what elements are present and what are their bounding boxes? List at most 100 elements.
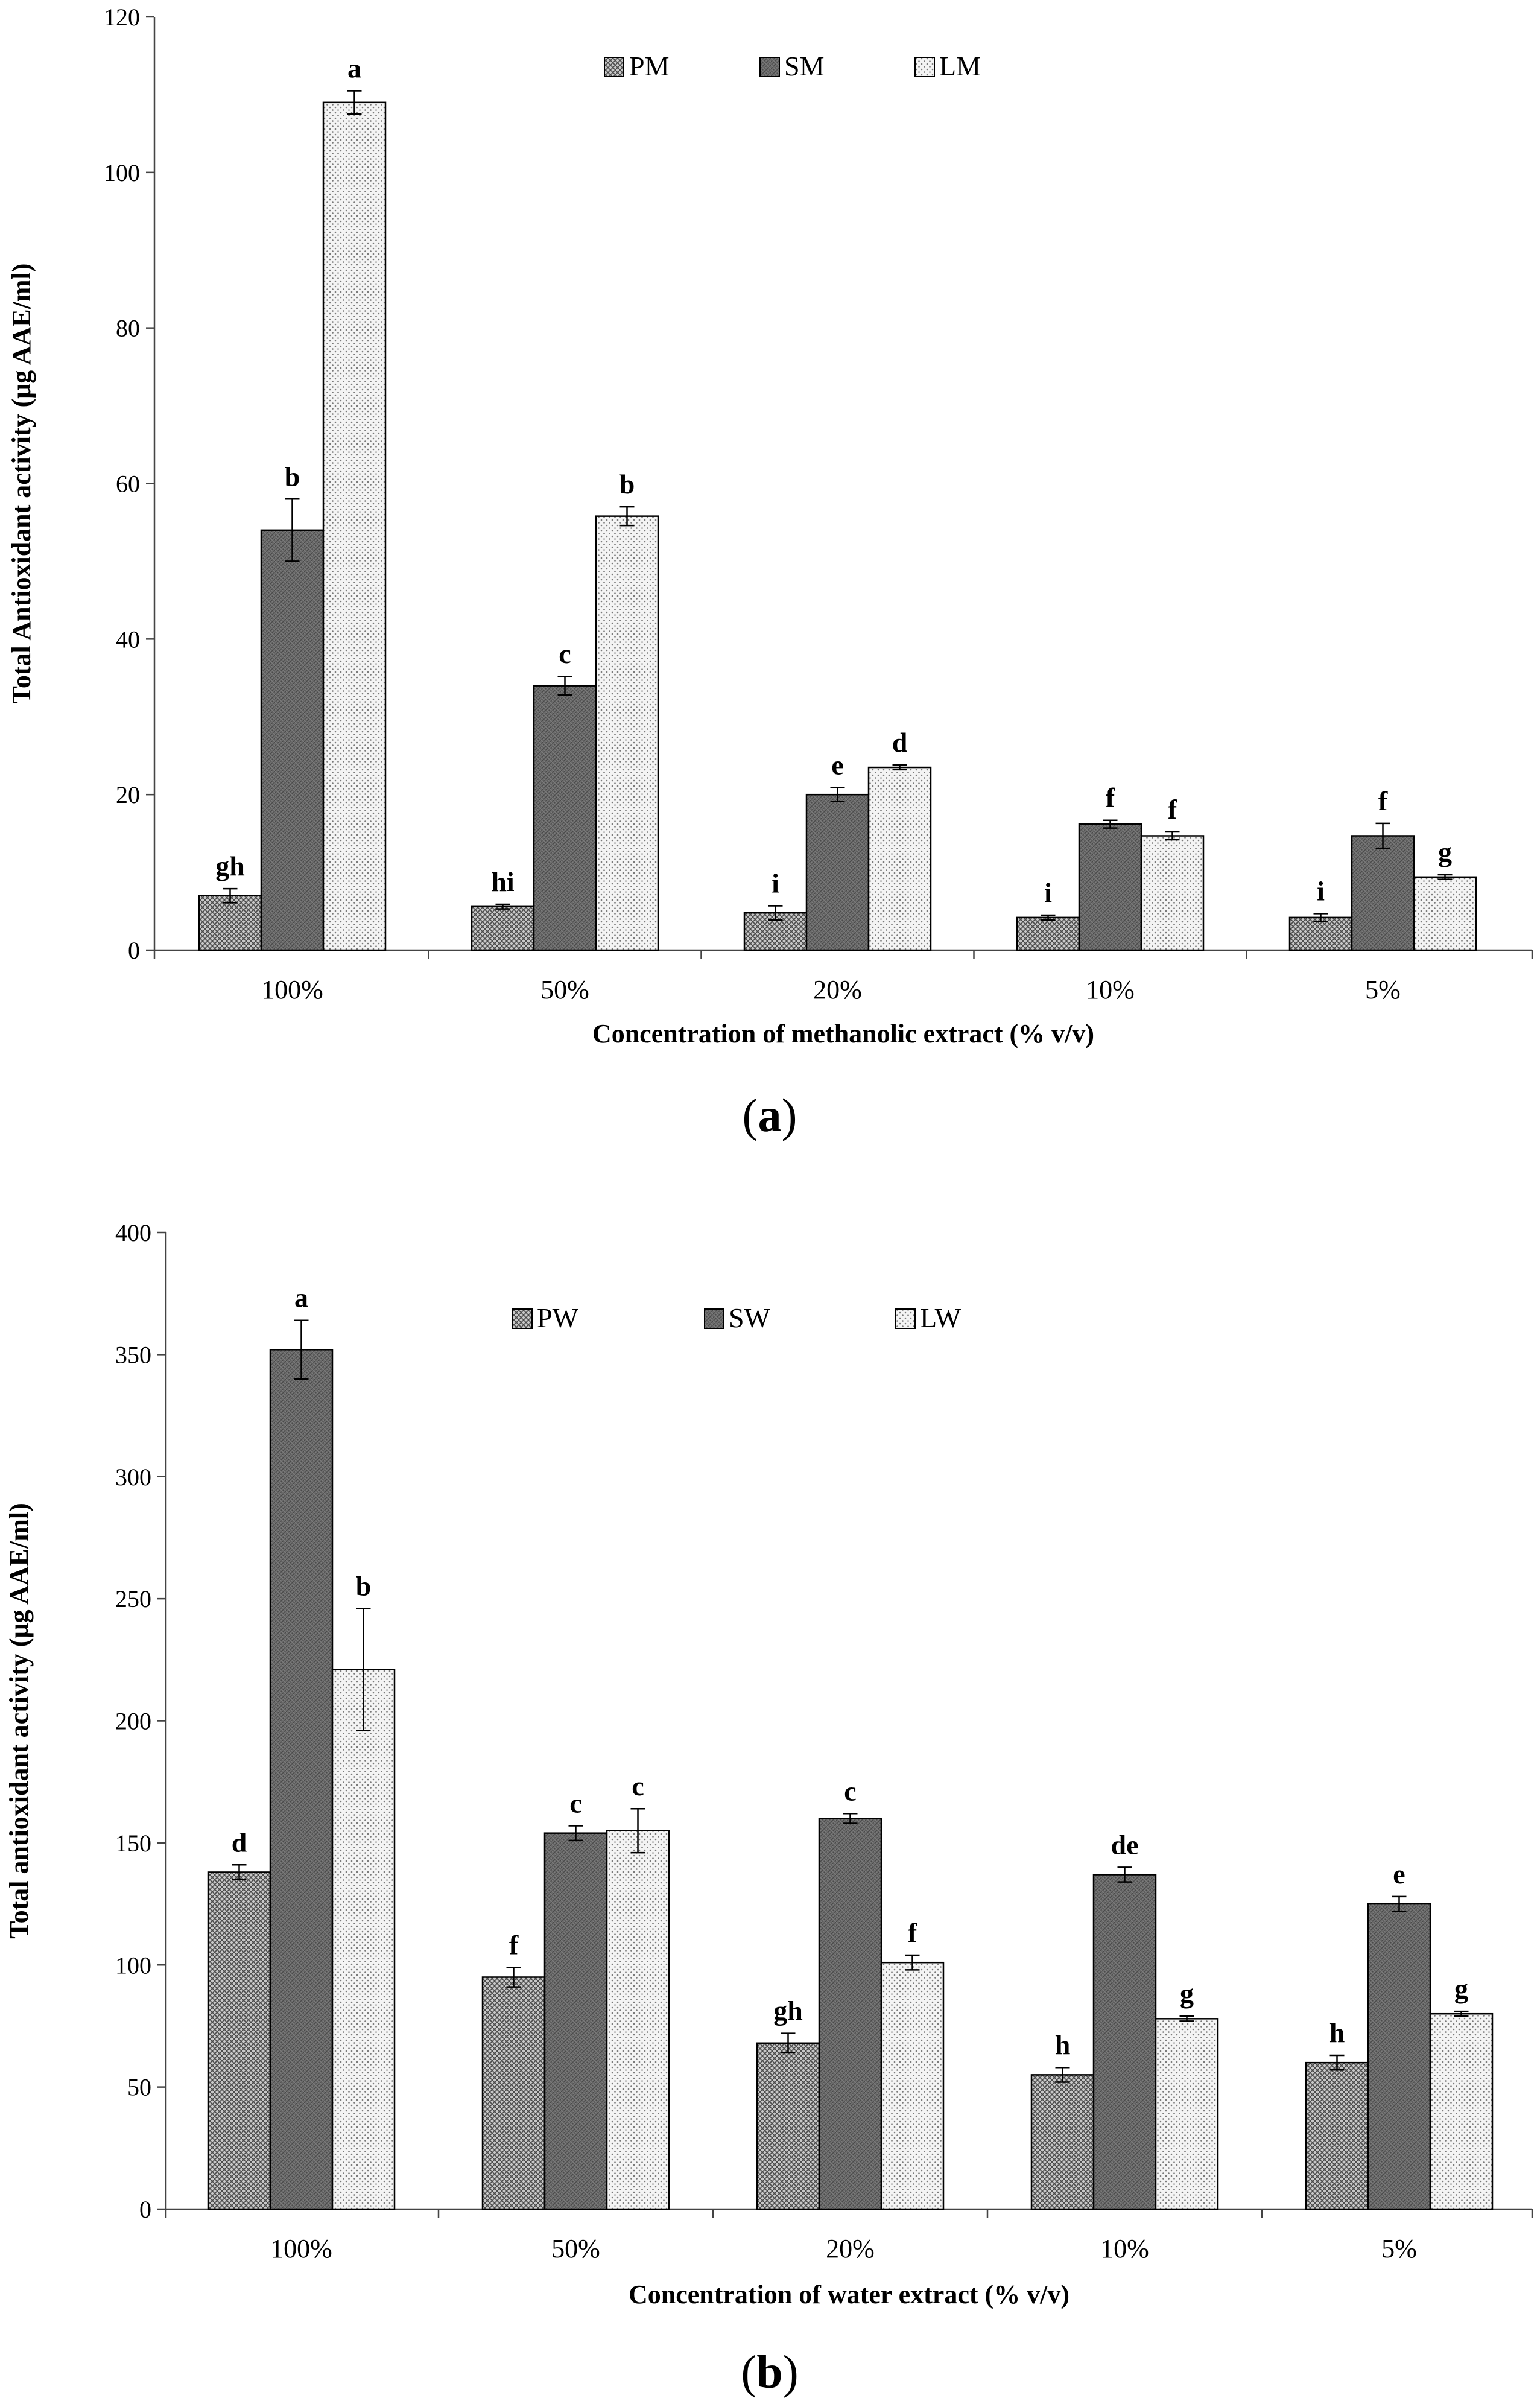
significance-letter: c — [844, 1775, 856, 1806]
significance-letter: hi — [491, 866, 515, 897]
panel-a-label: (a) — [743, 1089, 797, 1141]
significance-letter: f — [1168, 794, 1177, 825]
panel-b-label: (b) — [741, 2345, 798, 2398]
legend-label: LM — [939, 51, 981, 81]
y-tick-label: 0 — [139, 2196, 151, 2223]
bar — [880, 1961, 945, 2210]
bar — [1413, 876, 1477, 951]
legend-label: SM — [784, 51, 824, 81]
legend-swatch — [512, 1308, 533, 1329]
significance-letter: b — [619, 469, 635, 499]
bar — [595, 515, 659, 951]
y-tick-label: 60 — [116, 471, 140, 498]
y-axis-title: Total Antioxidant activity (μg AAE/ml) — [7, 264, 36, 704]
x-tick-label: 10% — [1100, 2234, 1149, 2263]
y-tick-label: 100 — [115, 1952, 151, 1979]
bar — [260, 529, 325, 951]
significance-letter: h — [1329, 2017, 1345, 2048]
significance-letter: gh — [215, 851, 245, 881]
y-tick-label: 200 — [115, 1708, 151, 1735]
significance-letter: de — [1111, 1829, 1139, 1860]
x-tick-label: 5% — [1365, 975, 1401, 1004]
x-tick-label: 10% — [1086, 975, 1135, 1004]
bar — [1155, 2018, 1219, 2210]
bar — [1078, 823, 1142, 951]
x-tick-label: 100% — [261, 975, 323, 1004]
bar — [1305, 2061, 1369, 2210]
significance-letter: i — [772, 868, 779, 899]
significance-letter: c — [632, 1771, 644, 1801]
y-axis-title: Total antioxidant activity (μg AAE/ml) — [4, 1503, 34, 1938]
y-tick-label: 400 — [115, 1219, 151, 1246]
significance-letter: d — [892, 727, 908, 758]
significance-letter: a — [347, 52, 361, 83]
bar — [533, 685, 597, 951]
legend-label: LW — [920, 1302, 962, 1333]
bar — [1288, 916, 1353, 951]
y-tick-label: 20 — [116, 781, 140, 808]
bar — [606, 1830, 670, 2210]
bar — [1030, 2074, 1095, 2210]
x-tick-label: 20% — [826, 2234, 875, 2263]
legend-label: PM — [629, 51, 669, 81]
significance-letter: gh — [773, 1996, 803, 2026]
y-tick-label: 350 — [115, 1341, 151, 1368]
bar — [818, 1818, 882, 2210]
significance-letter: c — [559, 638, 571, 669]
x-tick-label: 50% — [540, 975, 589, 1004]
y-tick-label: 40 — [116, 626, 140, 653]
bar — [867, 766, 932, 951]
bar — [481, 1976, 546, 2210]
legend-label: PW — [537, 1302, 579, 1333]
x-tick-label: 50% — [551, 2234, 600, 2263]
significance-letter: b — [356, 1570, 372, 1601]
bar — [331, 1669, 396, 2210]
x-axis-title: Concentration of methanolic extract (% v… — [592, 1019, 1094, 1048]
x-tick-label: 20% — [813, 975, 862, 1004]
significance-letter: e — [1393, 1859, 1405, 1889]
legend-swatch — [895, 1308, 916, 1329]
legend-swatch — [759, 57, 780, 77]
bar — [1351, 835, 1415, 951]
bar — [471, 905, 535, 951]
significance-letter: d — [232, 1827, 247, 1857]
bar — [756, 2042, 820, 2210]
x-tick-label: 5% — [1381, 2234, 1417, 2263]
significance-letter: b — [285, 461, 300, 492]
y-tick-label: 80 — [116, 315, 140, 342]
significance-letter: i — [1044, 877, 1052, 908]
y-tick-label: 250 — [115, 1585, 151, 1613]
bar — [1016, 916, 1080, 951]
bar — [1429, 2012, 1494, 2210]
significance-letter: g — [1454, 1973, 1468, 2004]
panel-b: 0 50 100 150 200 250 300 350 400 100% 50% 20% 10% 5% d… — [4, 1219, 1533, 2309]
legend-swatch — [914, 57, 935, 77]
significance-letter: e — [831, 750, 843, 781]
y-tick-label: 50 — [127, 2074, 151, 2101]
significance-letter: c — [569, 1788, 581, 1819]
legend-label: SW — [729, 1302, 771, 1333]
y-tick-label: 120 — [104, 4, 140, 31]
bar — [805, 793, 870, 951]
x-axis-title: Concentration of water extract (% v/v) — [629, 2280, 1069, 2309]
significance-letter: f — [1106, 782, 1115, 813]
bar — [1092, 1874, 1157, 2210]
bar — [269, 1349, 334, 2210]
bar — [322, 101, 387, 951]
significance-letter: f — [1378, 785, 1388, 816]
significance-letter: g — [1180, 1978, 1194, 2009]
significance-letter: i — [1317, 875, 1325, 906]
significance-letter: f — [908, 1917, 917, 1948]
significance-letter: g — [1438, 837, 1452, 867]
panel-a: 0 20 40 60 80 100 120 100% 50% 20% 10% 5% gh hi i i i b c e… — [7, 4, 1533, 1048]
bar — [198, 895, 262, 951]
bar — [1140, 835, 1205, 951]
y-tick-label: 100 — [104, 159, 140, 186]
x-tick-label: 100% — [270, 2234, 332, 2263]
bar — [543, 1832, 608, 2210]
significance-letter: h — [1055, 2029, 1071, 2060]
y-tick-label: 150 — [115, 1830, 151, 1857]
significance-letter: f — [509, 1929, 519, 1960]
